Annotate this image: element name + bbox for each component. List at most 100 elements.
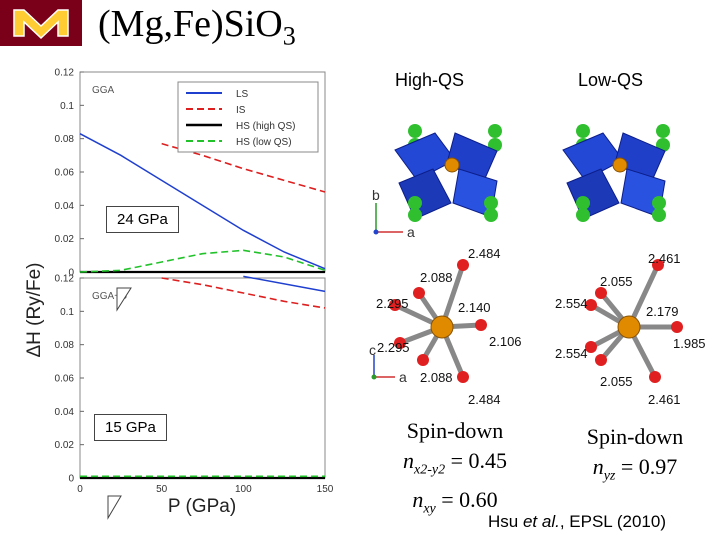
o-atom — [389, 299, 401, 311]
bond-length: 2.055 — [600, 274, 633, 289]
mg-atom — [484, 196, 498, 210]
y-tick-label: 0.06 — [55, 374, 75, 385]
bond-length: 2.554 — [555, 346, 588, 361]
high-qs-feo8-cluster: c a — [369, 259, 487, 385]
mg-atom — [576, 124, 590, 138]
series-line-is — [161, 277, 326, 309]
citation: Hsu et al., EPSL (2010) — [488, 512, 666, 531]
series-line-ls — [79, 133, 326, 270]
o-atom — [652, 259, 664, 271]
y-tick-label: 0.02 — [55, 440, 75, 451]
y-tick-label: 0.1 — [60, 101, 74, 112]
bond-length: 2.554 — [555, 296, 588, 311]
y-tick-label: 0.04 — [55, 407, 75, 418]
gga-panel: GGA 0.12 0.1 0.08 0.06 0.04 0.02 0 LS IS HS (h… — [55, 68, 326, 279]
legend-is: IS — [236, 105, 246, 116]
y-tick-label: 0.06 — [55, 168, 75, 179]
high-qs-occ1: nx2-y2 = 0.45 — [402, 448, 507, 478]
legend-hs-high: HS (high QS) — [236, 121, 295, 132]
mg-atom — [408, 196, 422, 210]
bond-length: 2.461 — [648, 251, 681, 266]
b-axis-label: b — [372, 187, 380, 203]
bond-length: 2.295 — [376, 296, 409, 311]
high-qs-spin-label: Spin-down — [406, 418, 504, 443]
low-qs-occupation: Spin-down nyz = 0.97 — [565, 422, 705, 491]
high-qs-heading: High-QS — [395, 70, 465, 90]
mg-atom — [576, 196, 590, 210]
fe-atom — [430, 315, 454, 339]
a-axis-label: a — [407, 224, 415, 240]
y-axis-label: ΔH (Ry/Fe) — [24, 262, 45, 357]
fe-atom — [617, 315, 641, 339]
y-tick-label: 0 — [68, 268, 74, 279]
a-axis-label-bottom: a — [399, 369, 407, 385]
x-ticks: 0 50 100 150 — [77, 484, 334, 495]
y-tick-label: 0.12 — [55, 68, 75, 79]
sio6-octahedron — [566, 168, 620, 220]
bond-length: 2.179 — [646, 304, 679, 319]
gga-u-series — [80, 275, 326, 480]
x-axis-label: P (GPa) — [168, 496, 236, 517]
mg-atom — [484, 208, 498, 222]
mg-atom — [652, 196, 666, 210]
gga-panel-label: GGA — [92, 85, 115, 96]
legend-ls: LS — [236, 89, 249, 100]
transition-callout-gga-u: 15 GPa — [94, 414, 167, 441]
sio6-octahedron — [398, 168, 452, 220]
gga-u-plot-frame — [79, 277, 326, 479]
o-atom — [671, 321, 683, 333]
y-tick-label: 0.02 — [55, 234, 75, 245]
bond-length: 2.484 — [468, 392, 501, 407]
callout-24-pointer — [116, 287, 132, 312]
high-qs-occupation: Spin-down nx2-y2 = 0.45 nxy = 0.60 — [380, 416, 530, 525]
high-qs-occ2: nxy = 0.60 — [412, 487, 498, 517]
bond-length: 2.295 — [377, 340, 410, 355]
gga-u-panel: GGA+U 0.12 0.1 0.08 0.06 0.04 0.02 0 0 50 100 150 — [55, 274, 334, 496]
bond-length: 2.461 — [648, 392, 681, 407]
o-atom — [457, 259, 469, 271]
fe-atom — [612, 157, 628, 173]
legend-hs-low: HS (low QS) — [236, 137, 292, 148]
university-logo — [0, 0, 82, 46]
o-atom — [595, 354, 607, 366]
high-qs-top-view: b a — [372, 124, 502, 240]
o-atom — [394, 337, 406, 349]
low-qs-occ1: nyz = 0.97 — [592, 454, 678, 484]
bond-length: 2.055 — [600, 374, 633, 389]
mg-atom — [652, 208, 666, 222]
crystal-structures: b a c a — [369, 124, 683, 385]
bond-length: 2.140 — [458, 300, 491, 315]
low-qs-spin-label: Spin-down — [586, 424, 684, 449]
x-tick-label: 100 — [235, 484, 252, 495]
o-atom — [413, 287, 425, 299]
enthalpy-chart: GGA 0.12 0.1 0.08 0.06 0.04 0.02 0 LS IS HS (h… — [24, 68, 334, 520]
axis-origin — [373, 229, 379, 235]
bond-length: 2.106 — [489, 334, 522, 349]
o-atom — [585, 341, 597, 353]
y-tick-label: 0.08 — [55, 134, 75, 145]
fe-atom — [444, 157, 460, 173]
o-atom — [595, 287, 607, 299]
low-qs-feo8-cluster — [585, 259, 683, 383]
mg-atom — [408, 124, 422, 138]
o-atom — [649, 371, 661, 383]
bond-length: 2.484 — [468, 246, 501, 261]
y-tick-label: 0.04 — [55, 201, 75, 212]
low-qs-top-view — [562, 124, 670, 222]
mg-atom — [488, 124, 502, 138]
slide-title: (Mg,Fe)SiO3 — [98, 3, 296, 51]
legend: LS IS HS (high QS) HS (low QS) — [177, 81, 319, 153]
callout-15-pointer — [107, 495, 122, 520]
series-line-ls — [243, 275, 326, 293]
x-tick-label: 0 — [77, 484, 83, 495]
y-tick-label: 0 — [68, 474, 74, 485]
y-tick-label: 0.12 — [55, 274, 75, 285]
o-atom — [417, 354, 429, 366]
mg-atom — [656, 124, 670, 138]
gga-u-y-ticks: 0.12 0.1 0.08 0.06 0.04 0.02 0 — [55, 274, 84, 485]
y-tick-label: 0.08 — [55, 340, 75, 351]
bond-length: 2.088 — [420, 270, 453, 285]
gga-y-ticks: 0.12 0.1 0.08 0.06 0.04 0.02 0 — [55, 68, 84, 279]
x-tick-label: 150 — [317, 484, 334, 495]
mg-atom — [576, 208, 590, 222]
